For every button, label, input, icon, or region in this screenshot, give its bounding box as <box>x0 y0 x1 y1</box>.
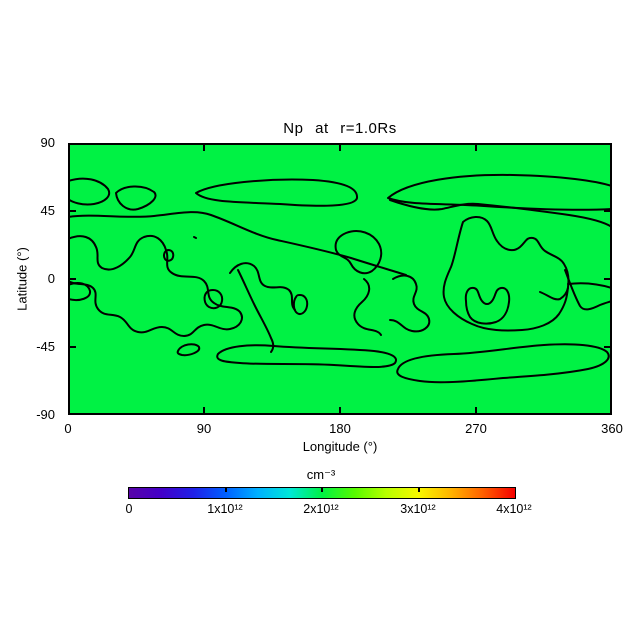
y-tick-label: 45 <box>40 203 55 218</box>
colorbar-tick-labels: 0 1x10¹² 2x10¹² 3x10¹² 4x10¹² <box>125 502 532 518</box>
contour-line <box>396 343 610 384</box>
x-tick-label: 90 <box>196 421 212 436</box>
colorbar-tick-mark <box>417 488 420 492</box>
contour-line <box>564 269 612 311</box>
contour-line <box>68 211 407 276</box>
colorbar-tick-label: 2x10¹² <box>303 502 339 516</box>
contour-line <box>389 199 612 228</box>
contour-line <box>292 294 309 316</box>
y-tick-label: 0 <box>47 271 55 286</box>
plot-border <box>68 143 612 415</box>
y-axis-tick-labels: 90 45 0 -45 -90 <box>0 135 62 422</box>
x-axis-label: Longitude (°) <box>302 439 378 454</box>
colorbar-tick-label: 1x10¹² <box>207 502 243 516</box>
contour-line <box>203 289 224 310</box>
x-tick-label: 270 <box>465 421 487 436</box>
density-fill <box>68 143 612 415</box>
contour-line <box>193 236 197 239</box>
contour-map-canvas <box>68 143 612 415</box>
plot-title: Np at r=1.0Rs <box>283 120 397 137</box>
contour-line <box>387 173 612 211</box>
x-tick-label: 360 <box>601 421 623 436</box>
contour-line <box>229 262 296 311</box>
y-tick-label: 90 <box>40 135 55 150</box>
y-axis-label: Latitude (°) <box>14 247 30 311</box>
y-tick-label: -45 <box>36 339 55 354</box>
contour-line <box>216 344 397 368</box>
colorbar-tick-label: 0 <box>125 502 133 516</box>
colorbar <box>128 487 516 499</box>
plot-area <box>68 143 612 415</box>
x-tick-label: 0 <box>64 421 72 436</box>
y-tick-label: -90 <box>36 407 55 422</box>
colorbar-tick-label: 4x10¹² <box>496 502 532 516</box>
contour-line <box>464 286 511 325</box>
colorbar-tick-mark <box>321 488 323 492</box>
contour-line <box>68 282 92 301</box>
x-axis-tick-labels: 0 90 180 270 360 <box>64 421 622 437</box>
contour-line <box>115 185 157 211</box>
colorbar-tick-mark <box>224 488 227 492</box>
contour-line <box>68 234 243 337</box>
contour-line <box>334 230 383 275</box>
contour-line <box>539 287 569 301</box>
colorbar-tick-label: 3x10¹² <box>400 502 436 516</box>
contour-line <box>163 249 175 262</box>
contour-line <box>389 274 431 333</box>
colorbar-unit-label: cm⁻³ <box>306 467 336 482</box>
contour-line <box>195 178 358 207</box>
contour-line <box>567 282 612 289</box>
x-tick-label: 180 <box>329 421 351 436</box>
contour-line <box>353 278 382 336</box>
contour-line <box>176 343 201 357</box>
contour-line <box>68 177 111 206</box>
